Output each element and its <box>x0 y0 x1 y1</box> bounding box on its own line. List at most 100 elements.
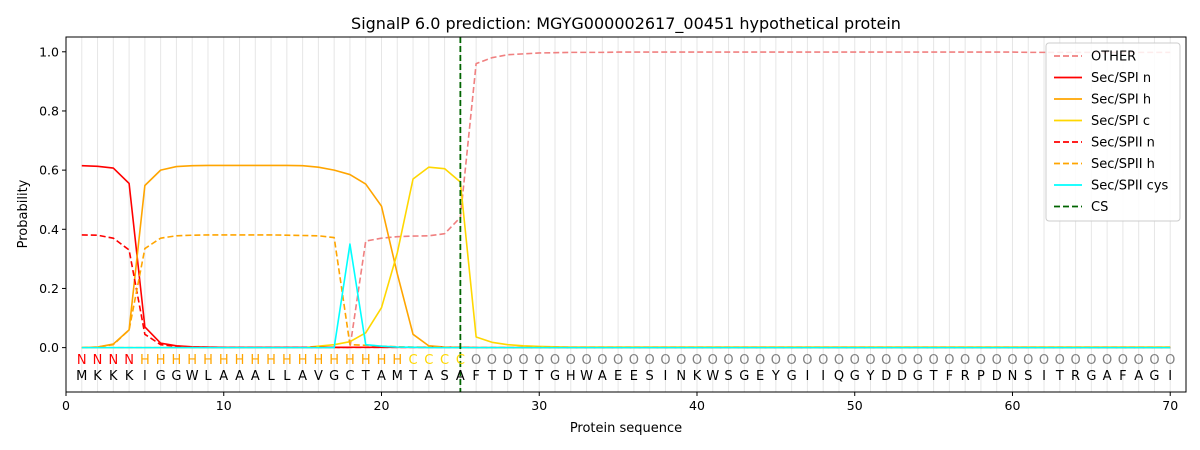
sequence-letter: T <box>534 369 543 384</box>
sequence-letter: Y <box>771 369 780 384</box>
sequence-letter: G <box>1149 369 1159 384</box>
annotation-letter: O <box>660 353 670 368</box>
y-tick-label: 0.6 <box>39 163 59 178</box>
legend-label: Sec/SPI n <box>1091 71 1151 86</box>
annotation-letter: N <box>108 353 118 368</box>
legend-label: Sec/SPII h <box>1091 157 1155 172</box>
sequence-letter: A <box>1134 369 1143 384</box>
sequence-letter: D <box>992 369 1002 384</box>
annotation-letter: H <box>203 353 213 368</box>
sequence-letter: I <box>664 369 668 384</box>
sequence-letter: K <box>109 369 118 384</box>
y-tick-label: 1.0 <box>39 44 59 59</box>
y-tick-label: 0.2 <box>39 281 59 296</box>
sequence-letter: G <box>739 369 749 384</box>
annotation-letter: H <box>345 353 355 368</box>
annotation-letter: O <box>787 353 797 368</box>
annotation-letter: O <box>550 353 560 368</box>
sequence-letter: L <box>204 369 212 384</box>
sequence-letter: D <box>503 369 513 384</box>
annotation-letter: O <box>1039 353 1049 368</box>
sequence-letter: G <box>156 369 166 384</box>
sequence-letter: T <box>361 369 370 384</box>
sequence-letter: G <box>550 369 560 384</box>
legend-label: Sec/SPI c <box>1091 114 1150 129</box>
sequence-letter: A <box>219 369 228 384</box>
annotation-letter: O <box>1149 353 1159 368</box>
annotation-letter: C <box>424 353 433 368</box>
annotation-letter: C <box>456 353 465 368</box>
sequence-letter: Q <box>834 369 844 384</box>
sequence-letter: M <box>76 369 87 384</box>
annotation-letter: O <box>818 353 828 368</box>
annotation-letter: O <box>960 353 970 368</box>
sequence-letter: A <box>456 369 465 384</box>
series-line-sec-spi-n <box>81 164 1171 349</box>
annotation-letter: N <box>77 353 87 368</box>
annotation-letter: H <box>172 353 182 368</box>
x-tick-label: 70 <box>1162 398 1178 413</box>
annotation-letter: H <box>266 353 276 368</box>
annotation-letter: H <box>219 353 229 368</box>
annotation-letter: O <box>944 353 954 368</box>
sequence-letter: L <box>267 369 275 384</box>
annotation-letter: O <box>597 353 607 368</box>
sequence-letters: NMNKNKNKHIHGHGHWHLHAHAHAHLHLHAHVHGHCHTHA… <box>76 353 1175 384</box>
annotation-letter: O <box>518 353 528 368</box>
annotation-letter: O <box>739 353 749 368</box>
series-line-other <box>81 51 1171 349</box>
series-line-sec-spii-cys <box>81 243 1171 349</box>
sequence-letter: D <box>881 369 891 384</box>
sequence-letter: I <box>821 369 825 384</box>
legend-label: OTHER <box>1091 50 1136 65</box>
sequence-letter: E <box>614 369 622 384</box>
annotation-letter: O <box>1007 353 1017 368</box>
sequence-letter: T <box>487 369 496 384</box>
annotation-letter: H <box>282 353 292 368</box>
annotation-letter: O <box>645 353 655 368</box>
annotation-letter: O <box>723 353 733 368</box>
sequence-letter: R <box>1071 369 1080 384</box>
series-line-sec-spii-n <box>81 234 1171 349</box>
annotation-letter: O <box>1118 353 1128 368</box>
sequence-letter: A <box>424 369 433 384</box>
sequence-letter: H <box>566 369 576 384</box>
sequence-letter: V <box>314 369 323 384</box>
sequence-letter: N <box>676 369 686 384</box>
sequence-letter: K <box>93 369 102 384</box>
sequence-letter: A <box>298 369 307 384</box>
sequence-letter: M <box>392 369 403 384</box>
sequence-letter: T <box>518 369 527 384</box>
sequence-letter: A <box>251 369 260 384</box>
annotation-letter: H <box>314 353 324 368</box>
annotation-letter: H <box>361 353 371 368</box>
sequence-letter: E <box>630 369 638 384</box>
plot-frame <box>65 36 1187 393</box>
series-line-sec-spi-c <box>81 166 1171 349</box>
sequence-letter: F <box>1119 369 1126 384</box>
sequence-letter: S <box>1024 369 1032 384</box>
sequence-letter: G <box>913 369 923 384</box>
annotation-letter: O <box>676 353 686 368</box>
legend-box <box>1045 42 1181 222</box>
sequence-letter: N <box>1008 369 1018 384</box>
sequence-letter: A <box>377 369 386 384</box>
sequence-letter: A <box>235 369 244 384</box>
annotation-letter: H <box>250 353 260 368</box>
sequence-letter: A <box>1103 369 1112 384</box>
sequence-letter: G <box>329 369 339 384</box>
sequence-letter: I <box>805 369 809 384</box>
y-axis-label: Probability <box>16 179 31 248</box>
sequence-letter: K <box>693 369 702 384</box>
annotation-letter: C <box>409 353 418 368</box>
sequence-letter: I <box>1168 369 1172 384</box>
annotation-letter: O <box>850 353 860 368</box>
annotation-letter: O <box>755 353 765 368</box>
sequence-letter: E <box>756 369 764 384</box>
annotation-letter: O <box>487 353 497 368</box>
annotation-letter: H <box>377 353 387 368</box>
x-tick-label: 20 <box>374 398 390 413</box>
annotation-letter: N <box>93 353 103 368</box>
annotation-letter: O <box>1086 353 1096 368</box>
annotation-letter: H <box>156 353 166 368</box>
